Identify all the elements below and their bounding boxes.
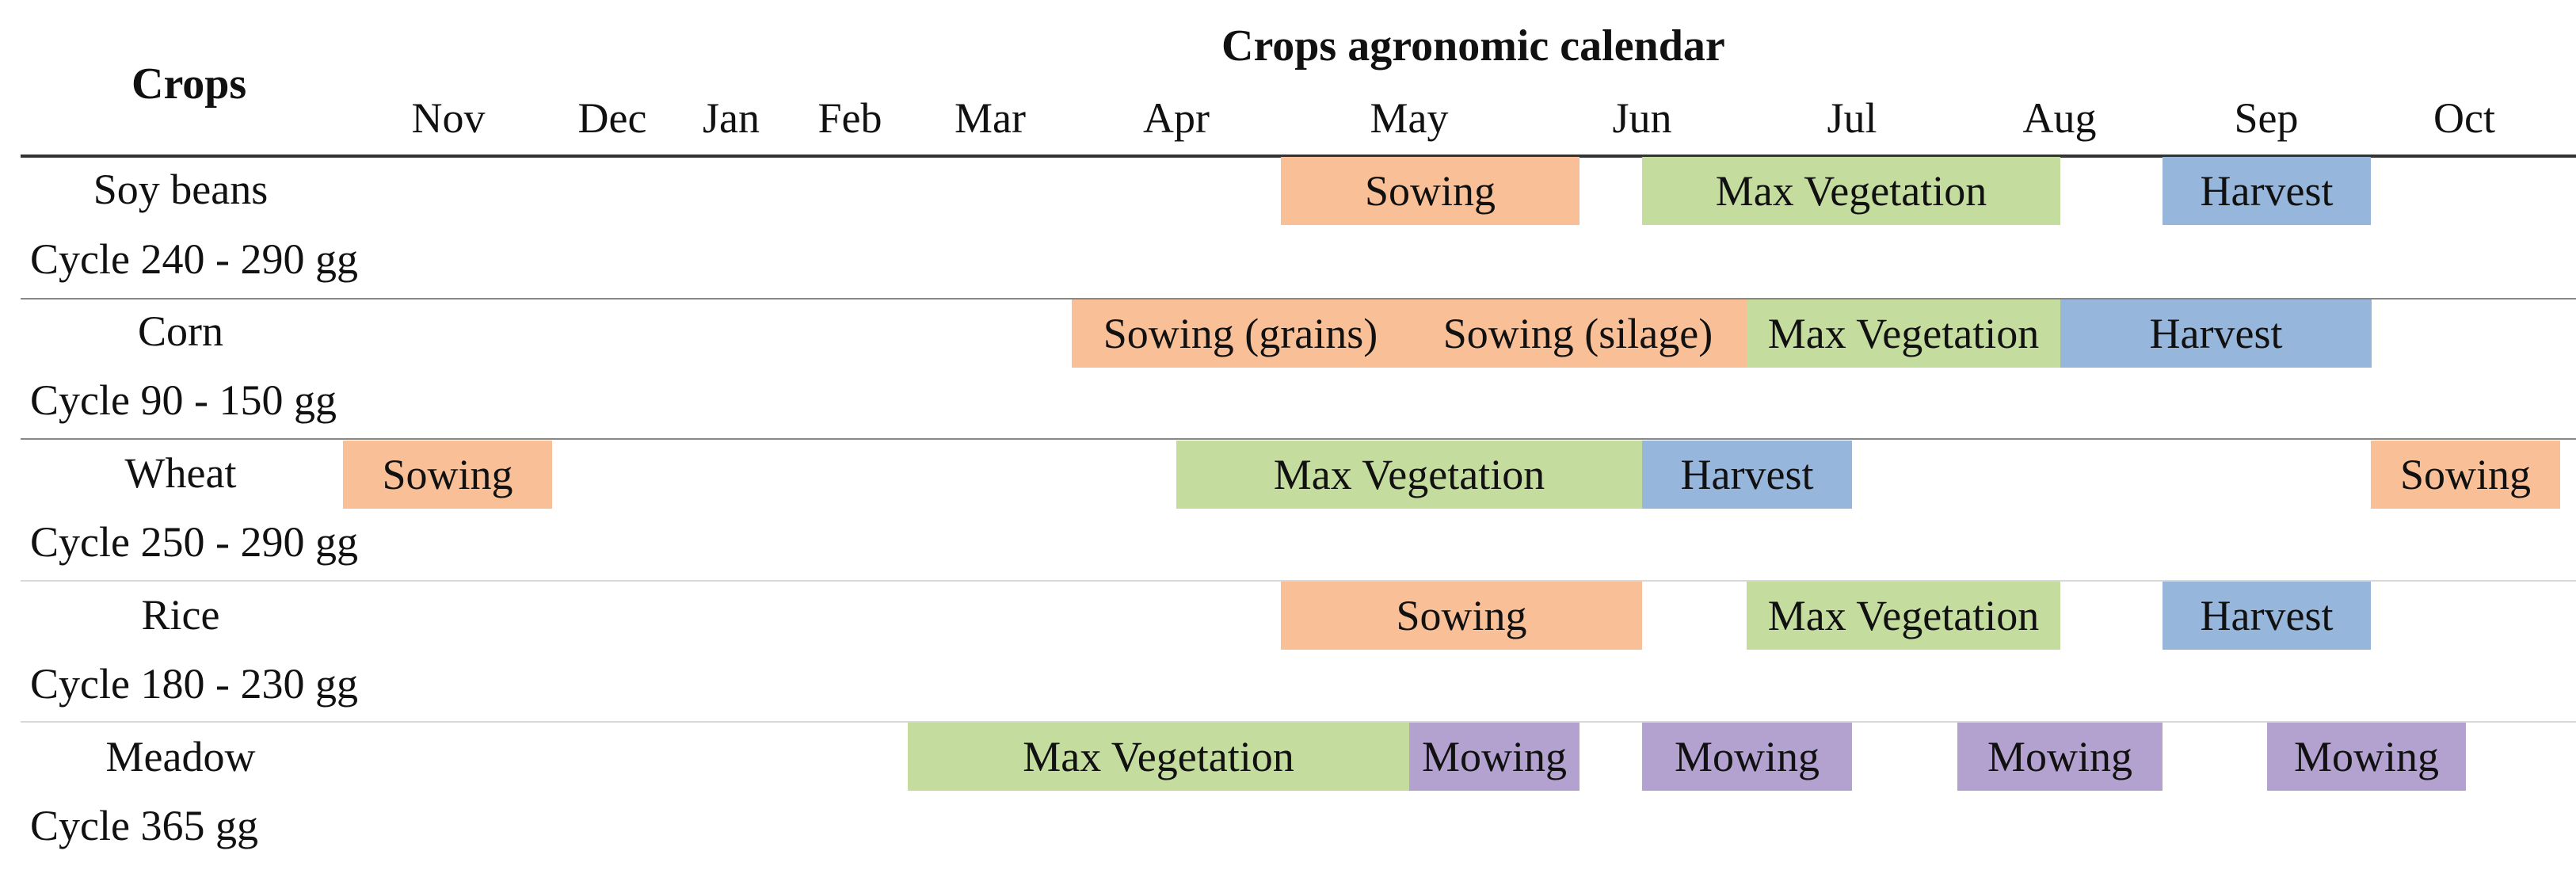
phase-label: Mowing — [1987, 733, 2132, 780]
month-label-sep: Sep — [2234, 94, 2299, 142]
phase-bar-sowing: Sowing (silage) — [1409, 300, 1747, 368]
phase-bar-mowing: Mowing — [1957, 723, 2163, 791]
phase-label: Sowing — [2399, 451, 2532, 498]
phase-bar-mowing: Mowing — [2267, 723, 2466, 791]
phase-label: Max Vegetation — [1715, 167, 1987, 215]
phase-label: Harvest — [2200, 592, 2334, 639]
month-label-aug: Aug — [2022, 94, 2097, 142]
crop-cycle-corn: Cycle 90 - 150 gg — [30, 376, 337, 424]
phase-bar-harvest: Harvest — [2163, 157, 2371, 225]
phase-label: Mowing — [2293, 733, 2439, 780]
phase-bar-vegetation: Max Vegetation — [1642, 157, 2060, 225]
phase-bar-harvest: Harvest — [2060, 300, 2372, 368]
phase-bar-sowing: Sowing — [1281, 157, 1580, 225]
month-label-nov: Nov — [411, 94, 486, 142]
phase-label: Sowing — [1364, 167, 1496, 215]
month-label-oct: Oct — [2433, 94, 2495, 142]
phase-label: Sowing (grains) — [1103, 310, 1378, 357]
phase-bar-vegetation: Max Vegetation — [1176, 441, 1642, 509]
phase-label: Max Vegetation — [1023, 733, 1294, 780]
phase-label: Sowing — [382, 451, 513, 498]
crop-name-meadow: Meadow — [105, 733, 256, 780]
month-label-feb: Feb — [817, 94, 882, 142]
phase-bar-sowing: Sowing — [1281, 582, 1642, 650]
row-divider — [21, 438, 2576, 440]
crop-name-soy-beans: Soy beans — [93, 166, 269, 213]
phase-bar-sowing: Sowing (grains) — [1072, 300, 1409, 368]
phase-bar-harvest: Harvest — [2163, 582, 2371, 650]
phase-bar-vegetation: Max Vegetation — [1747, 300, 2060, 368]
phase-label: Max Vegetation — [1767, 310, 2040, 357]
calendar-title: Crops agronomic calendar — [1221, 21, 1725, 71]
phase-label: Sowing — [1396, 592, 1527, 639]
crop-name-corn: Corn — [138, 307, 223, 355]
crop-cycle-meadow: Cycle 365 gg — [30, 802, 258, 849]
crop-name-rice: Rice — [141, 591, 220, 639]
row-divider — [21, 580, 2576, 582]
phase-label: Sowing (silage) — [1442, 310, 1713, 357]
crop-cycle-wheat: Cycle 250 - 290 gg — [30, 518, 358, 566]
phase-bar-sowing: Sowing — [2371, 441, 2560, 509]
phase-label: Harvest — [2200, 167, 2334, 215]
month-label-jun: Jun — [1612, 94, 1672, 142]
crop-cycle-soy-beans: Cycle 240 - 290 gg — [30, 235, 358, 283]
month-label-apr: Apr — [1143, 94, 1210, 142]
phase-label: Harvest — [2149, 310, 2283, 357]
phase-label: Harvest — [1680, 451, 1814, 498]
row-divider — [21, 298, 2576, 300]
phase-label: Mowing — [1674, 733, 1820, 780]
crop-cycle-rice: Cycle 180 - 230 gg — [30, 660, 358, 708]
month-label-may: May — [1370, 94, 1449, 142]
month-label-dec: Dec — [577, 94, 647, 142]
month-label-mar: Mar — [955, 94, 1026, 142]
phase-bar-vegetation: Max Vegetation — [908, 723, 1409, 791]
crop-name-wheat: Wheat — [124, 449, 237, 497]
row-divider — [21, 721, 2576, 723]
month-label-jan: Jan — [703, 94, 760, 142]
phase-bar-mowing: Mowing — [1409, 723, 1580, 791]
phase-bar-sowing: Sowing — [343, 441, 552, 509]
crops-column-header: Crops — [131, 59, 247, 109]
phase-bar-harvest: Harvest — [1642, 441, 1852, 509]
phase-label: Max Vegetation — [1273, 451, 1545, 498]
phase-label: Mowing — [1421, 733, 1567, 780]
header-rule — [21, 155, 2576, 158]
phase-label: Max Vegetation — [1767, 592, 2040, 639]
month-label-jul: Jul — [1827, 94, 1877, 142]
phase-bar-vegetation: Max Vegetation — [1747, 582, 2060, 650]
phase-bar-mowing: Mowing — [1642, 723, 1852, 791]
